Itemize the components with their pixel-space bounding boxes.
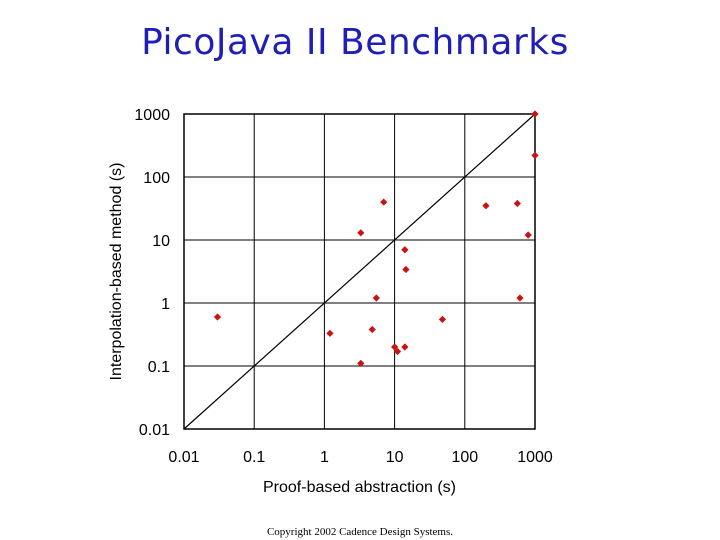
- x-tick-label: 1000: [517, 449, 553, 466]
- data-points: [213, 110, 539, 367]
- reference-diagonal-line: [183, 113, 536, 430]
- slide-title: PicoJava II Benchmarks: [141, 22, 569, 63]
- tick-labels: 0.01 0.1 1 10 100 1000 0.01 0.1 1 10 100 1000: [134, 107, 552, 466]
- data-point: [531, 151, 539, 160]
- y-tick-label: 1000: [134, 107, 170, 124]
- x-tick-label: 100: [451, 449, 478, 466]
- y-tick-label: 0.01: [139, 422, 170, 439]
- data-point: [357, 229, 365, 237]
- y-tick-label: 0.1: [148, 359, 170, 376]
- data-point: [380, 198, 388, 206]
- data-point: [531, 110, 539, 118]
- data-point: [482, 202, 490, 210]
- data-point: [513, 199, 521, 208]
- y-tick-label: 1: [161, 296, 170, 313]
- x-tick-label: 0.1: [243, 449, 265, 466]
- data-point: [393, 347, 402, 356]
- y-axis-label: Interpolation-based method (s): [108, 163, 125, 381]
- data-point: [357, 359, 365, 367]
- x-tick-label: 0.01: [168, 449, 199, 466]
- copyright-footer: Copyright 2002 Cadence Design Systems.: [266, 526, 454, 538]
- data-point: [402, 265, 410, 274]
- data-point: [372, 294, 380, 302]
- x-tick-label: 10: [386, 449, 404, 466]
- data-point: [326, 329, 334, 337]
- grid: [183, 113, 536, 430]
- data-point: [368, 325, 376, 334]
- data-point: [401, 343, 409, 351]
- y-tick-label: 100: [143, 170, 170, 187]
- data-point: [391, 343, 399, 351]
- data-point: [438, 315, 447, 323]
- x-tick-label: 1: [320, 449, 329, 466]
- data-point: [401, 246, 409, 254]
- x-axis-label: Proof-based abstraction (s): [263, 479, 456, 496]
- data-point: [516, 294, 524, 302]
- data-point: [524, 231, 532, 239]
- data-point: [213, 313, 222, 321]
- y-tick-label: 10: [152, 233, 170, 250]
- plot-frame: [183, 113, 536, 430]
